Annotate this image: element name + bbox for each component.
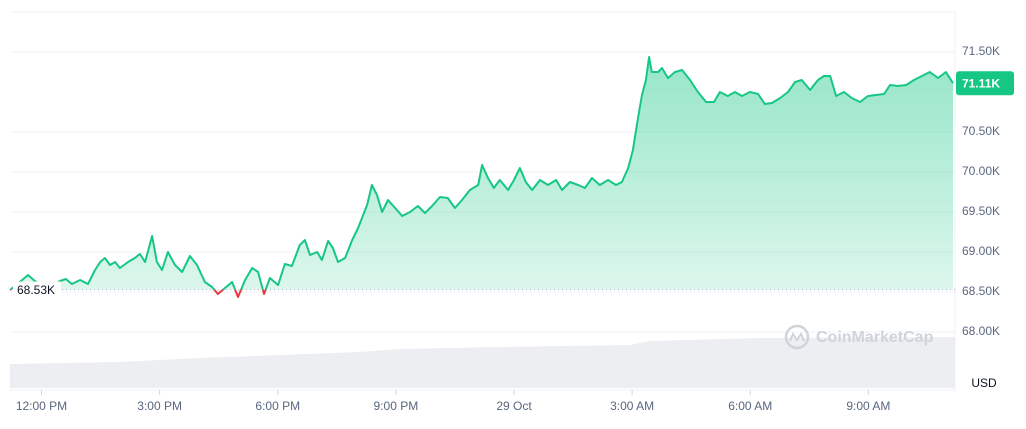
y-tick-label: 71.50K xyxy=(962,44,1000,58)
reference-label: 68.53K xyxy=(17,283,55,297)
x-tick-label: 3:00 AM xyxy=(610,399,654,413)
plot: 68.53K 71.11K xyxy=(9,56,1014,298)
y-tick-label: 68.00K xyxy=(962,324,1000,338)
last-value-label: 71.11K xyxy=(962,76,1000,90)
watermark-logo xyxy=(784,324,810,350)
watermark: CoinMarketCap xyxy=(784,324,934,350)
y-tick-label: 69.50K xyxy=(962,204,1000,218)
x-tick-label: 12:00 PM xyxy=(16,399,67,413)
watermark-logo-mark xyxy=(789,331,805,342)
x-tick-label: 6:00 AM xyxy=(728,399,772,413)
x-tick-label: 6:00 PM xyxy=(255,399,300,413)
reference-label-bg xyxy=(13,281,61,298)
y-tick-label: 69.00K xyxy=(962,244,1000,258)
watermark-text: CoinMarketCap xyxy=(816,329,934,346)
price-line xyxy=(9,56,954,290)
x-tick-label: 3:00 PM xyxy=(137,399,182,413)
area xyxy=(10,57,953,290)
x-tick-label: 9:00 AM xyxy=(846,399,890,413)
y-tick-label: 68.50K xyxy=(962,284,1000,298)
x-tick-label: 29 Oct xyxy=(496,399,532,413)
x-tick-label: 9:00 PM xyxy=(374,399,419,413)
last-value-box xyxy=(956,71,1014,96)
volume-band xyxy=(10,337,955,388)
y-tick-label: 70.00K xyxy=(962,164,1000,178)
y-tick-label: 70.50K xyxy=(962,124,1000,138)
y-unit-label: USD xyxy=(971,376,997,390)
